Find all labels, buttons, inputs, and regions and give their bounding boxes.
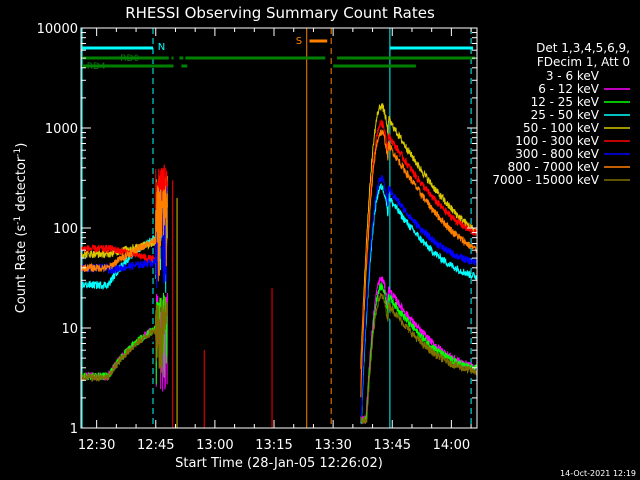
legend-label-1: 6 - 12 keV [538, 82, 600, 96]
x-tick-label: 14:00 [433, 438, 470, 453]
series-line-7 [80, 129, 477, 398]
series-line-4 [80, 103, 477, 369]
legend-label-8: 7000 - 15000 keV [492, 173, 599, 187]
saa-flag-label: S [296, 36, 302, 47]
chart-title: RHESSI Observing Summary Count Rates [125, 4, 435, 22]
detector-info-line-1: Det 1,3,4,5,6,9, [536, 41, 630, 55]
night-flag-label: N [158, 42, 165, 53]
x-tick-label: 13:00 [196, 438, 233, 453]
y-tick-label: 10000 [37, 22, 78, 37]
legend-label-4: 50 - 100 keV [523, 121, 600, 135]
y-axis-label-sup2: -1 [13, 148, 23, 157]
y-axis: 1 10 100 1000 10000 [37, 22, 477, 437]
series-line-8 [80, 292, 477, 424]
render-timestamp: 14-Oct-2021 12:19 [560, 469, 636, 478]
y-tick-label: 1 [70, 422, 78, 437]
plot-area: N S RD0 RD4 [80, 28, 477, 428]
y-axis-label-sup1: -1 [13, 216, 23, 225]
x-tick-label: 12:30 [78, 438, 115, 453]
y-tick-label: 1000 [45, 122, 78, 137]
detector-info: Det 1,3,4,5,6,9, FDecim 1, Att 0 [536, 41, 630, 69]
y-axis-label-main: Count Rate (s [14, 225, 29, 314]
x-tick-label: 13:45 [374, 438, 411, 453]
x-tick-label: 12:45 [137, 438, 174, 453]
legend-label-2: 12 - 25 keV [531, 95, 600, 109]
legend-label-7: 800 - 7000 keV [508, 160, 600, 174]
x-axis-label: Start Time (28-Jan-05 12:26:02) [175, 456, 383, 471]
x-tick-label: 13:30 [314, 438, 351, 453]
x-tick-label: 13:15 [255, 438, 292, 453]
y-axis-label-mid: detector [14, 156, 29, 216]
series-line-5 [80, 119, 477, 388]
y-axis-label-end: ) [14, 143, 29, 148]
legend-label-6: 300 - 800 keV [515, 147, 599, 161]
legend-label-3: 25 - 50 keV [531, 108, 600, 122]
x-axis: 12:30 12:45 13:00 13:15 13:30 13:45 14:00 [78, 28, 472, 453]
y-axis-label: Count Rate (s-1 detector-1) [13, 143, 29, 314]
rd4-flag-label: RD4 [87, 62, 106, 72]
legend-label-0: 3 - 6 keV [546, 69, 600, 83]
detector-info-line-2: FDecim 1, Att 0 [537, 55, 630, 69]
y-tick-label: 10 [61, 322, 78, 337]
y-tick-label: 100 [53, 222, 78, 237]
rd0-flag-label: RD0 [120, 54, 139, 64]
legend-label-5: 100 - 300 keV [515, 134, 599, 148]
